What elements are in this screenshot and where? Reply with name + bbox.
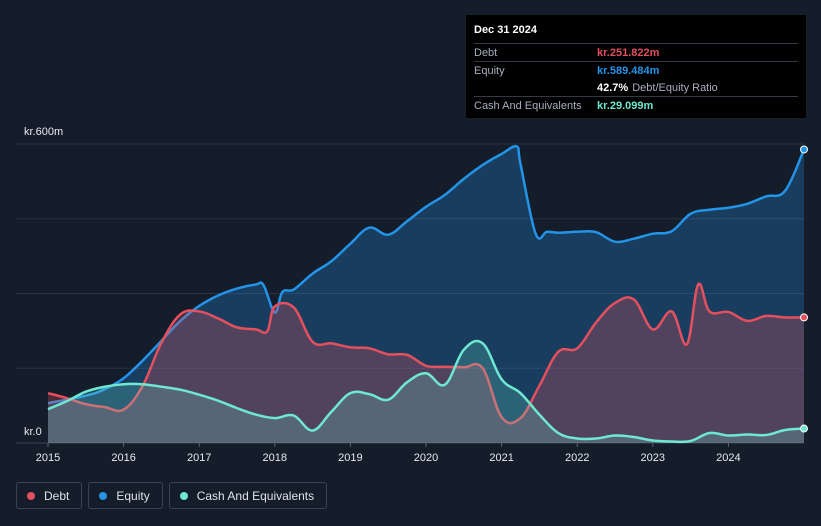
x-tick-label: 2020 <box>414 452 438 464</box>
x-tick-label: 2023 <box>641 452 665 464</box>
tooltip-debt-value: kr.251.822m <box>597 46 660 59</box>
x-tick-label: 2016 <box>111 452 135 464</box>
chart-legend: Debt Equity Cash And Equivalents <box>16 482 328 509</box>
x-tick-label: 2018 <box>263 452 287 464</box>
x-tick-label: 2021 <box>489 452 513 464</box>
tooltip-ratio-value: 42.7% <box>597 81 629 94</box>
equity-line <box>47 144 806 405</box>
tooltip-debt-label: Debt <box>474 46 498 59</box>
debt-line <box>47 282 805 425</box>
chart-gridlines <box>16 143 804 444</box>
legend-equity-label: Equity <box>116 488 150 503</box>
legend-cash[interactable]: Cash And Equivalents <box>168 482 328 509</box>
y-axis-top-label: kr.600m <box>24 126 63 138</box>
legend-cash-label: Cash And Equivalents <box>196 488 315 503</box>
tooltip-panel: Dec 31 2024 Debt kr.251.822m Equity kr.5… <box>466 15 806 118</box>
legend-debt-label: Debt <box>44 488 70 503</box>
tooltip-ratio-label: Debt/Equity Ratio <box>632 81 718 94</box>
chart-series <box>47 144 808 444</box>
tooltip-cash-label: Cash And Equivalents <box>474 99 582 112</box>
tooltip-equity-value: kr.589.484m <box>597 64 660 77</box>
tooltip-ratio-row: 42.7% Debt/Equity Ratio <box>474 79 798 96</box>
x-tick-label: 2024 <box>716 452 740 464</box>
y-axis-bottom-label: kr.0 <box>24 426 42 438</box>
tooltip-debt-row: Debt kr.251.822m <box>474 43 798 61</box>
debt-dot-icon <box>27 491 35 500</box>
cash-dot-icon <box>179 491 188 500</box>
tooltip-cash-row: Cash And Equivalents kr.29.099m <box>474 96 798 114</box>
legend-debt[interactable]: Debt <box>16 482 83 509</box>
debt-end-marker <box>800 313 808 322</box>
x-tick-label: 2015 <box>36 452 60 464</box>
equity-dot-icon <box>99 491 108 500</box>
equity-area <box>48 146 804 443</box>
cash-line <box>47 339 805 444</box>
equity-end-marker <box>800 145 808 154</box>
tooltip-equity-label: Equity <box>474 64 505 77</box>
x-tick-label: 2017 <box>187 452 211 464</box>
tooltip-equity-row: Equity kr.589.484m <box>474 61 798 79</box>
x-tick-label: 2022 <box>565 452 589 464</box>
debt-area <box>48 283 804 443</box>
legend-equity[interactable]: Equity <box>88 482 163 509</box>
cash-end-marker <box>800 424 808 433</box>
tooltip-date: Dec 31 2024 <box>474 24 537 36</box>
tooltip-cash-value: kr.29.099m <box>597 99 654 112</box>
x-tick-label: 2019 <box>338 452 362 464</box>
cash-area <box>48 340 804 443</box>
x-axis: 2015 2016 2017 2018 2019 2020 2021 2022 2023 2024 <box>36 443 741 464</box>
